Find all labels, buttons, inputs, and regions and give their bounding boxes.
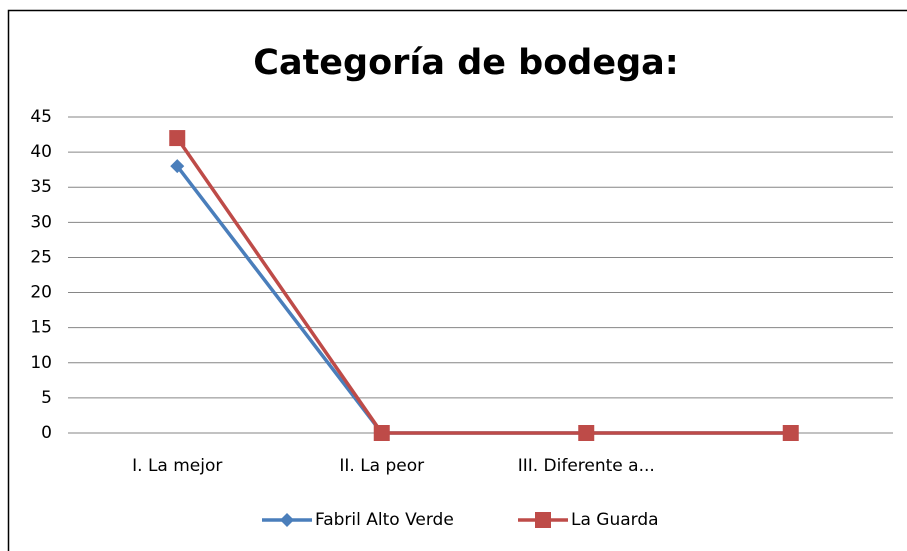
legend-label: Fabril Alto Verde [315, 510, 454, 530]
chart-frame [7, 9, 907, 551]
y-tick-label: 35 [30, 177, 52, 197]
y-tick-label: 15 [30, 318, 52, 338]
y-tick-label: 20 [30, 283, 52, 303]
legend-marker [535, 512, 551, 528]
marker [170, 159, 185, 174]
y-tick-label: 40 [30, 142, 52, 162]
y-tick-label: 25 [30, 247, 52, 267]
legend-label: La Guarda [571, 510, 659, 530]
marker [373, 425, 390, 441]
x-tick-label: II. La peor [339, 456, 424, 476]
chart-title: Categoría de bodega: [253, 43, 678, 83]
marker [169, 130, 186, 147]
y-tick-label: 5 [41, 388, 52, 408]
x-tick-label: III. Diferente a... [518, 456, 655, 476]
y-tick-label: 45 [30, 107, 52, 127]
marker [578, 425, 595, 441]
y-tick-label: 10 [30, 353, 52, 373]
series-line [175, 137, 791, 435]
y-tick-label: 30 [30, 212, 52, 232]
y-tick-label: 0 [41, 423, 52, 443]
x-tick-label: I. La mejor [132, 456, 222, 476]
marker [782, 425, 799, 441]
legend-marker [280, 513, 294, 527]
